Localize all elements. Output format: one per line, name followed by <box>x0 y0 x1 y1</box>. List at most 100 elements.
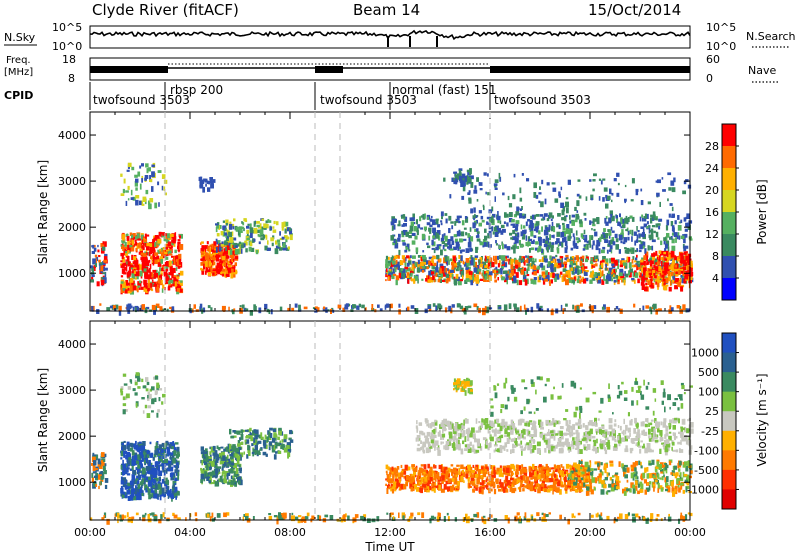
velocity-cell-850 <box>232 478 236 483</box>
power-cell-2702 <box>669 236 672 240</box>
power-cell-2540 <box>411 232 416 236</box>
velocity-cell-1282 <box>475 485 478 491</box>
power-cell-2128 <box>408 229 413 234</box>
power-cell-966 <box>222 220 225 223</box>
velocity-cell-457 <box>168 443 172 449</box>
power-cell-1083 <box>200 179 205 184</box>
velocity-cell-750 <box>237 462 240 467</box>
power-cell-1223 <box>431 263 435 270</box>
velocity-cell-1000 <box>286 442 290 446</box>
power-cell-634 <box>135 195 140 199</box>
power-cell-2791 <box>669 203 673 206</box>
velocity-cell-316 <box>140 464 143 469</box>
velocity-cell-409 <box>137 464 141 469</box>
power-cell-1688 <box>672 259 675 263</box>
power-cell-1236 <box>412 255 416 259</box>
power-cell-1794 <box>417 259 420 265</box>
power-cell-2560 <box>428 235 431 241</box>
velocity-cell-1316 <box>519 486 522 492</box>
power-cell-586 <box>126 169 130 172</box>
power-cell-2399 <box>392 241 395 246</box>
velocity-cell-504 <box>134 444 137 450</box>
power-cell-3144 <box>641 284 645 290</box>
velocity-cell-883 <box>203 452 205 458</box>
velocity-cell-1358 <box>502 465 507 468</box>
power-cell-2000 <box>628 270 631 276</box>
velocity-cell-743 <box>233 463 237 469</box>
power-cell-2547 <box>684 228 688 232</box>
power-cell-172 <box>133 236 137 240</box>
velocity-cell-1351 <box>577 483 580 489</box>
power-cell-2644 <box>651 245 654 251</box>
power-cell-2866 <box>650 214 654 218</box>
power-cell-2699 <box>663 237 667 241</box>
power-cell-2477 <box>431 239 434 246</box>
power-cell-3007 <box>670 271 674 276</box>
power-cell-2819 <box>576 210 579 213</box>
power-cell-741 <box>233 264 236 269</box>
power-cell-2082 <box>555 254 558 258</box>
power-cell-2063 <box>601 259 605 263</box>
power-cell-2737 <box>650 234 654 240</box>
velocity-cell-1204 <box>513 482 517 485</box>
velocity-cell-1439 <box>567 473 569 477</box>
power-cell-740 <box>205 266 209 273</box>
power-cell-1738 <box>550 272 554 278</box>
velocity-cell-929 <box>271 447 276 453</box>
power-cell-878 <box>231 254 234 259</box>
power-cell-2778 <box>576 200 580 207</box>
velocity-cell-999 <box>286 445 290 451</box>
power-cell-883 <box>220 271 223 275</box>
power-cell-2730 <box>636 234 639 241</box>
velocity-cell-110 <box>162 466 166 470</box>
power-cell-39 <box>160 272 163 276</box>
power-cell-3073 <box>667 269 670 273</box>
power-cell-1660 <box>611 274 615 278</box>
velocity-cell-524 <box>103 469 106 474</box>
power-cell-1508 <box>406 262 410 267</box>
power-cell-799 <box>229 259 233 264</box>
power-cell-2362 <box>569 228 573 231</box>
power-cell-2495 <box>489 218 493 223</box>
power-cell-3371 <box>482 309 486 316</box>
power-cell-578 <box>98 259 101 263</box>
power-cell-2937 <box>460 172 462 177</box>
power-cell-641 <box>226 248 230 255</box>
power-cell-2319 <box>631 216 635 222</box>
velocity-cell-977 <box>229 428 232 435</box>
power-cell-2871 <box>656 192 660 197</box>
velocity-cell-203 <box>141 445 146 451</box>
power-cell-2013 <box>525 255 528 258</box>
power-colorbar-swatch-3 <box>722 190 736 213</box>
power-cell-2405 <box>550 246 554 252</box>
power-cell-2576 <box>477 232 480 238</box>
power-cell-3379 <box>171 306 175 312</box>
power-cell-534 <box>103 256 108 260</box>
power-cell-869 <box>201 258 204 262</box>
power-cell-2127 <box>497 218 500 224</box>
power-cell-3044 <box>679 279 682 282</box>
power-cell-1806 <box>430 261 434 266</box>
power-cell-2798 <box>521 173 524 176</box>
power-cell-2932 <box>458 170 462 176</box>
velocity-cell-433 <box>151 453 153 457</box>
power-cell-2588 <box>476 231 480 234</box>
power-cell-2523 <box>520 224 523 230</box>
power-cell-277 <box>150 256 153 259</box>
velocity-cell-654 <box>230 458 234 464</box>
power-cell-1028 <box>282 242 286 248</box>
power-cell-1375 <box>634 260 637 263</box>
power-cell-3097 <box>658 266 662 272</box>
velocity-cell-1022 <box>259 448 262 451</box>
power-cell-2822 <box>613 178 617 182</box>
power-cell-3230 <box>258 307 262 314</box>
power-cell-835 <box>231 260 234 264</box>
power-cell-1062 <box>253 238 256 242</box>
power-cell-2170 <box>671 232 675 236</box>
power-cell-1933 <box>579 279 582 284</box>
power-cell-798 <box>206 256 209 261</box>
power-cell-2582 <box>495 240 497 244</box>
power-cell-982 <box>240 242 245 245</box>
power-cell-2901 <box>467 171 471 176</box>
power-cell-3152 <box>662 278 667 282</box>
